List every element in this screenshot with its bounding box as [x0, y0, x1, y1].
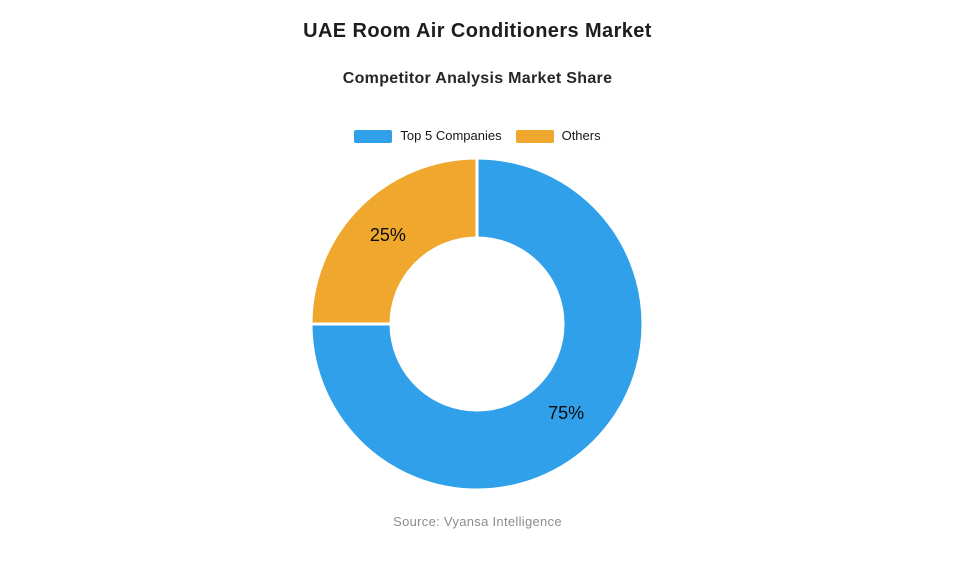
legend-label: Top 5 Companies	[400, 128, 502, 143]
chart-legend: Top 5 Companies Others	[0, 129, 955, 143]
slice-value-label: 75%	[548, 403, 584, 423]
legend-label: Others	[561, 128, 601, 143]
pie-slice-others[interactable]	[309, 156, 479, 326]
chart-title: UAE Room Air Conditioners Market	[303, 20, 652, 42]
donut-chart: 75% 25%	[305, 152, 649, 496]
legend-item-top-5-companies[interactable]: Top 5 Companies	[354, 128, 502, 143]
legend-swatch-top-5-companies	[354, 129, 393, 143]
legend-swatch-others	[515, 129, 554, 143]
chart-subtitle: Competitor Analysis Market Share	[342, 70, 613, 87]
donut-chart-svg: 75% 25%	[309, 156, 645, 492]
source-note: Source: Vyansa Intelligence	[393, 514, 562, 529]
legend-item-others[interactable]: Others	[515, 128, 601, 143]
slice-value-label: 25%	[370, 225, 406, 245]
pie-slice-top-5-companies[interactable]	[309, 156, 645, 492]
